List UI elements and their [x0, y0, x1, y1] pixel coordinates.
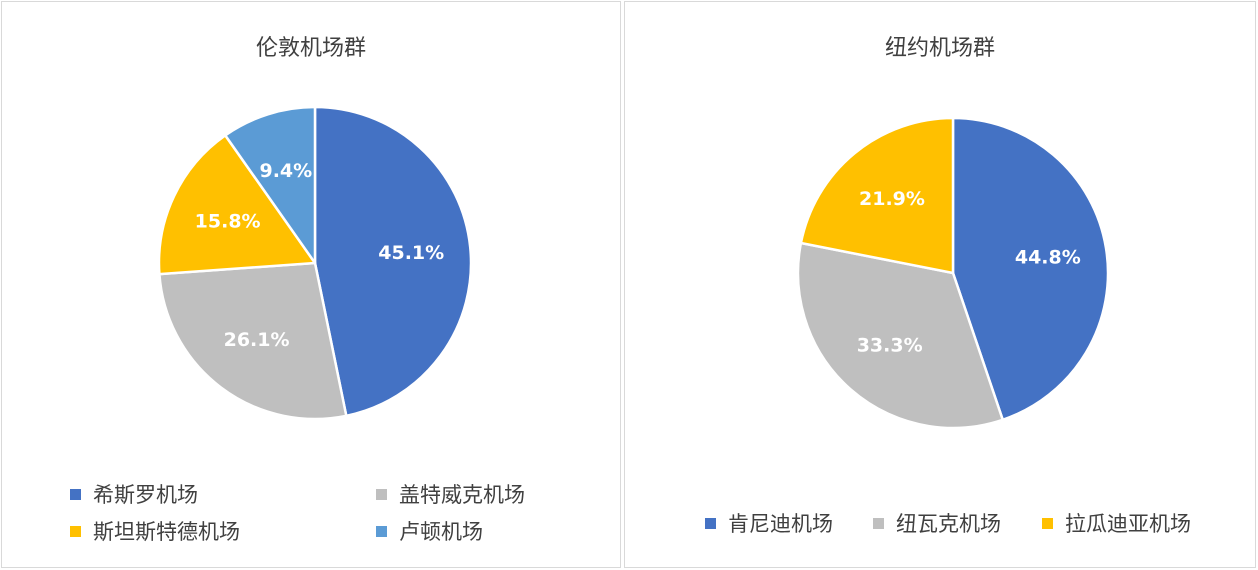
- legend-swatch: [70, 488, 81, 500]
- pie-chart-london: 45.1% 26.1% 15.8% 9.4%: [157, 105, 473, 421]
- legend-label: 肯尼迪机场: [728, 512, 833, 536]
- pie-slice: [157, 134, 317, 276]
- legend-item: 斯坦斯特德机场: [70, 516, 240, 546]
- data-label: 9.4%: [259, 160, 312, 182]
- pie-chart-newyork: 44.8% 33.3% 21.9%: [796, 116, 1110, 430]
- pie-slice: [951, 116, 1110, 422]
- legend-item: 盖特威克机场: [376, 479, 525, 509]
- pie-slice: [224, 105, 317, 265]
- legend-swatch: [376, 525, 387, 537]
- data-label: 21.9%: [859, 188, 925, 210]
- pie-slice: [158, 261, 348, 421]
- legend-swatch: [70, 525, 81, 537]
- data-label: 26.1%: [224, 329, 290, 351]
- legend-label: 希斯罗机场: [93, 483, 198, 507]
- data-label: 45.1%: [378, 242, 444, 264]
- legend-swatch: [376, 488, 387, 500]
- legend-label: 卢顿机场: [399, 520, 483, 544]
- chart-title: 伦敦机场群: [255, 36, 366, 61]
- pie-slice: [799, 116, 955, 275]
- legend-item: 纽瓦克机场: [873, 508, 1001, 538]
- legend-item: 卢顿机场: [376, 516, 483, 546]
- chart-title: 纽约机场群: [884, 36, 995, 61]
- chart-panel-newyork: 纽约机场群 44.8% 33.3% 21.9% 肯尼迪机场 纽瓦克机场 拉瓜迪亚机场: [624, 1, 1256, 568]
- legend-label: 拉瓜迪亚机场: [1065, 512, 1191, 536]
- data-label: 44.8%: [1015, 246, 1081, 268]
- legend-label: 纽瓦克机场: [896, 512, 1001, 536]
- legend-label: 盖特威克机场: [399, 483, 525, 507]
- legend-swatch: [873, 517, 884, 529]
- pie-slice: [796, 241, 1004, 430]
- legend-swatch: [705, 517, 716, 529]
- legend-swatch: [1042, 517, 1053, 529]
- legend-label: 斯坦斯特德机场: [93, 520, 240, 544]
- legend-item: 希斯罗机场: [70, 479, 198, 509]
- legend-item: 拉瓜迪亚机场: [1042, 508, 1191, 538]
- pie-slice: [313, 105, 473, 418]
- data-label: 15.8%: [195, 211, 261, 233]
- legend-item: 肯尼迪机场: [705, 508, 833, 538]
- data-label: 33.3%: [857, 334, 923, 356]
- chart-panel-london: 伦敦机场群 45.1% 26.1% 15.8% 9.4% 希斯罗机场 盖特威克机场 斯…: [1, 1, 621, 568]
